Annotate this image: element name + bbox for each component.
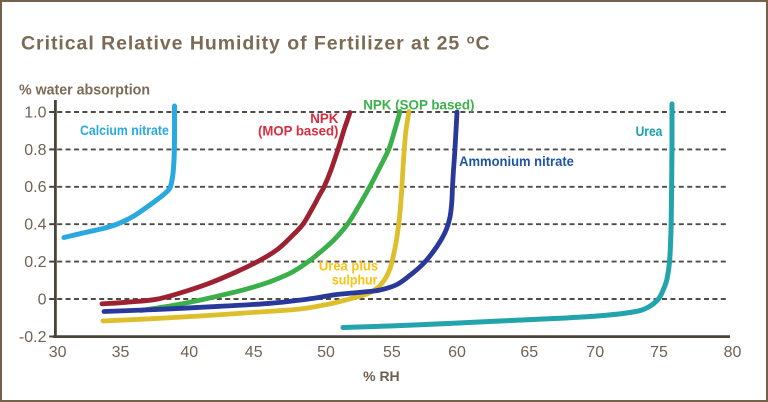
svg-text:65: 65 [520, 344, 538, 361]
svg-text:30: 30 [49, 344, 67, 361]
svg-text:NPK: NPK [310, 110, 338, 126]
svg-text:55: 55 [383, 344, 401, 361]
svg-text:45: 45 [245, 344, 263, 361]
svg-text:% RH: % RH [363, 368, 400, 384]
svg-text:NPK (SOP based): NPK (SOP based) [363, 97, 474, 113]
svg-text:50: 50 [317, 344, 335, 361]
svg-text:0.6: 0.6 [24, 179, 46, 196]
svg-text:70: 70 [586, 344, 604, 361]
svg-text:80: 80 [724, 344, 742, 361]
svg-text:-0.2: -0.2 [19, 329, 47, 346]
svg-text:0: 0 [38, 291, 47, 308]
svg-text:1.0: 1.0 [24, 104, 46, 121]
svg-text:0.8: 0.8 [24, 142, 46, 159]
svg-text:Calcium nitrate: Calcium nitrate [80, 122, 169, 138]
svg-text:0.4: 0.4 [24, 217, 46, 234]
svg-text:Urea plus: Urea plus [319, 257, 378, 273]
svg-text:40: 40 [180, 344, 198, 361]
svg-text:Critical Relative Humidity of: Critical Relative Humidity of Fertilizer… [21, 32, 491, 55]
svg-text:sulphur: sulphur [332, 271, 378, 287]
svg-text:60: 60 [448, 344, 466, 361]
svg-text:% water absorption: % water absorption [19, 82, 150, 99]
svg-text:(MOP based): (MOP based) [258, 122, 338, 138]
svg-text:Urea: Urea [636, 123, 663, 139]
svg-text:35: 35 [112, 344, 130, 361]
svg-text:Ammonium nitrate: Ammonium nitrate [459, 153, 574, 169]
svg-text:0.2: 0.2 [24, 254, 46, 271]
svg-text:75: 75 [650, 344, 668, 361]
